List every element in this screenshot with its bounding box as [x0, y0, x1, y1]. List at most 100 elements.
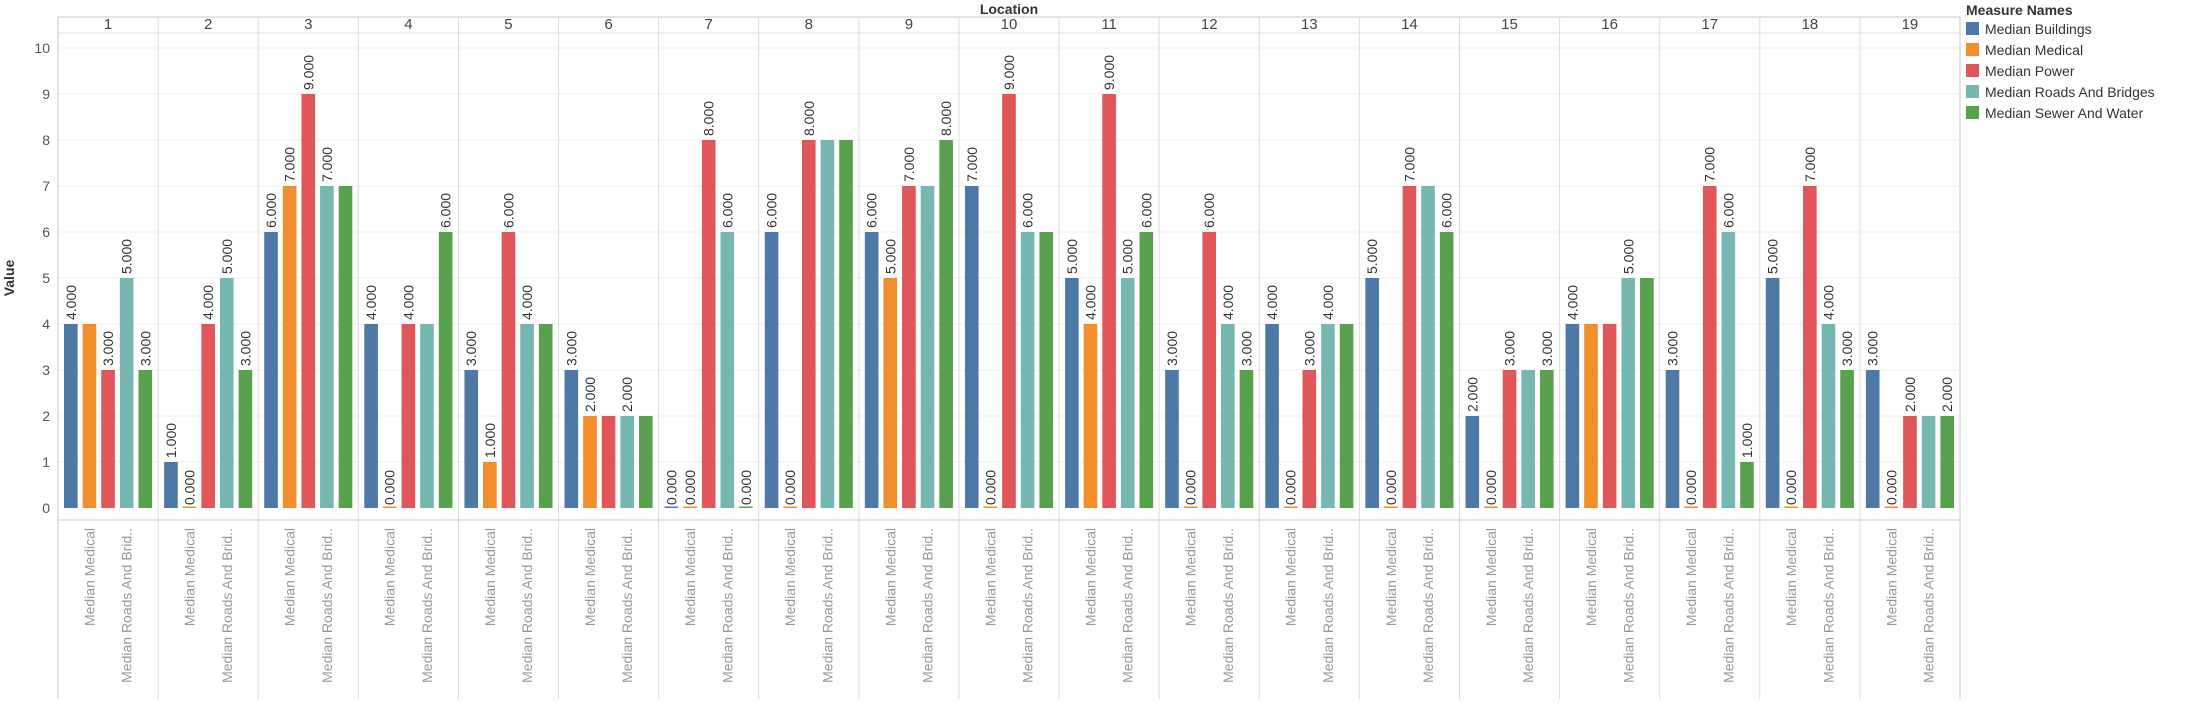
- bar[interactable]: [1265, 324, 1279, 508]
- bar[interactable]: [464, 370, 479, 508]
- bar[interactable]: [1402, 186, 1417, 508]
- bar[interactable]: [1383, 506, 1398, 509]
- bar[interactable]: [1120, 278, 1135, 508]
- bar[interactable]: [639, 416, 653, 508]
- bar[interactable]: [1365, 278, 1379, 508]
- bar[interactable]: [820, 140, 835, 508]
- bar[interactable]: [420, 324, 434, 508]
- bar[interactable]: [201, 324, 215, 508]
- bar[interactable]: [1202, 232, 1217, 508]
- bar[interactable]: [401, 324, 416, 508]
- bar[interactable]: [101, 370, 115, 508]
- bar[interactable]: [382, 506, 397, 509]
- bar[interactable]: [219, 278, 234, 508]
- bar[interactable]: [964, 186, 979, 508]
- bar[interactable]: [1083, 324, 1098, 508]
- data-label: 9.000: [1101, 55, 1117, 90]
- bar[interactable]: [939, 140, 953, 508]
- bar[interactable]: [1565, 324, 1580, 508]
- bar[interactable]: [364, 324, 378, 508]
- bar[interactable]: [1039, 232, 1054, 508]
- bar[interactable]: [601, 416, 616, 508]
- data-label: 5.000: [1120, 239, 1136, 274]
- bar[interactable]: [1865, 370, 1880, 508]
- x-tick-label: Median Roads And Brid..: [1120, 528, 1136, 683]
- bar[interactable]: [264, 232, 278, 508]
- bar[interactable]: [520, 324, 534, 508]
- bar[interactable]: [583, 416, 597, 508]
- bar[interactable]: [839, 140, 853, 508]
- bar[interactable]: [1602, 324, 1617, 508]
- bar[interactable]: [920, 186, 935, 508]
- bar[interactable]: [64, 324, 78, 508]
- bar[interactable]: [883, 278, 898, 508]
- bar[interactable]: [1020, 232, 1035, 508]
- bar[interactable]: [501, 232, 516, 508]
- bar[interactable]: [1465, 416, 1480, 508]
- bar[interactable]: [438, 232, 453, 508]
- bar[interactable]: [1065, 278, 1079, 508]
- bar[interactable]: [1765, 278, 1780, 508]
- bar[interactable]: [764, 232, 779, 508]
- bar[interactable]: [1421, 186, 1435, 508]
- bar[interactable]: [1903, 416, 1917, 508]
- bar[interactable]: [1139, 232, 1154, 508]
- bar[interactable]: [119, 278, 134, 508]
- bar[interactable]: [620, 416, 635, 508]
- bar[interactable]: [1302, 370, 1317, 508]
- bar[interactable]: [238, 370, 253, 508]
- bar[interactable]: [1721, 232, 1736, 508]
- bar[interactable]: [82, 324, 97, 508]
- bar[interactable]: [1102, 94, 1116, 508]
- bar[interactable]: [1521, 370, 1535, 508]
- bar[interactable]: [338, 186, 353, 508]
- bar[interactable]: [320, 186, 334, 508]
- bar[interactable]: [664, 506, 679, 509]
- bar[interactable]: [301, 94, 316, 508]
- bar[interactable]: [1321, 324, 1335, 508]
- bar[interactable]: [864, 232, 879, 508]
- bar[interactable]: [1584, 324, 1598, 508]
- bar[interactable]: [1921, 416, 1936, 508]
- bar[interactable]: [1821, 324, 1836, 508]
- bar[interactable]: [739, 506, 753, 509]
- bar[interactable]: [1621, 278, 1636, 508]
- bar[interactable]: [1183, 506, 1198, 509]
- bar[interactable]: [483, 462, 497, 508]
- bar[interactable]: [1940, 416, 1954, 508]
- bar[interactable]: [564, 370, 579, 508]
- bar[interactable]: [1539, 370, 1554, 508]
- bar[interactable]: [164, 462, 178, 508]
- bar[interactable]: [1165, 370, 1179, 508]
- x-tick-label: Median Roads And Brid..: [1720, 528, 1736, 683]
- bar[interactable]: [1484, 506, 1498, 509]
- bar[interactable]: [1002, 94, 1016, 508]
- bar[interactable]: [182, 506, 197, 509]
- bar[interactable]: [801, 140, 816, 508]
- bar[interactable]: [1684, 506, 1698, 509]
- bar[interactable]: [1803, 186, 1817, 508]
- bar[interactable]: [138, 370, 153, 508]
- bar[interactable]: [1640, 278, 1654, 508]
- bar[interactable]: [1502, 370, 1517, 508]
- bar[interactable]: [701, 140, 716, 508]
- bar[interactable]: [1439, 232, 1454, 508]
- y-tick-label: 6: [42, 224, 50, 240]
- bar[interactable]: [783, 506, 797, 509]
- bar[interactable]: [1221, 324, 1235, 508]
- bar[interactable]: [902, 186, 916, 508]
- bar[interactable]: [1702, 186, 1717, 508]
- bar[interactable]: [683, 506, 697, 509]
- bar[interactable]: [1239, 370, 1254, 508]
- bar[interactable]: [1339, 324, 1354, 508]
- bar[interactable]: [983, 506, 998, 509]
- bar[interactable]: [1665, 370, 1680, 508]
- bar[interactable]: [1784, 506, 1799, 509]
- bar[interactable]: [1840, 370, 1854, 508]
- bar[interactable]: [1740, 462, 1754, 508]
- bar[interactable]: [1884, 506, 1899, 509]
- bar[interactable]: [282, 186, 297, 508]
- bar[interactable]: [1283, 506, 1298, 509]
- bar[interactable]: [538, 324, 553, 508]
- bar[interactable]: [720, 232, 735, 508]
